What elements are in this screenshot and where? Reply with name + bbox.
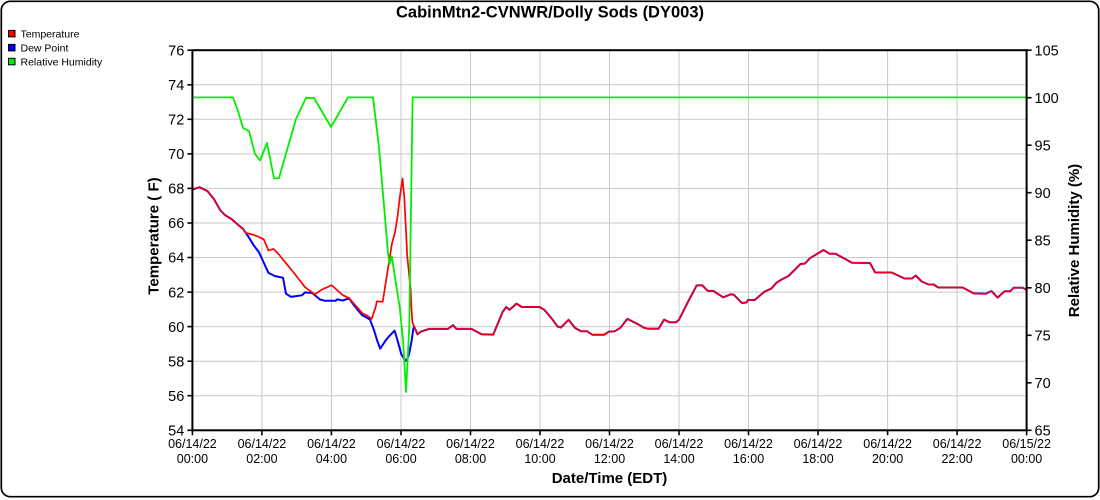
svg-text:06/14/22: 06/14/22: [933, 437, 982, 451]
svg-text:Date/Time (EDT): Date/Time (EDT): [552, 470, 668, 487]
svg-text:Dew Point: Dew Point: [21, 43, 69, 55]
svg-text:68: 68: [168, 182, 184, 198]
svg-text:06/14/22: 06/14/22: [516, 437, 565, 451]
svg-text:06/14/22: 06/14/22: [168, 437, 217, 451]
svg-text:22:00: 22:00: [941, 452, 972, 466]
svg-text:72: 72: [168, 113, 184, 129]
svg-text:54: 54: [168, 424, 184, 440]
svg-text:70: 70: [1035, 376, 1051, 392]
svg-text:80: 80: [1035, 281, 1051, 297]
svg-text:06/14/22: 06/14/22: [794, 437, 843, 451]
svg-text:06/14/22: 06/14/22: [655, 437, 704, 451]
svg-text:20:00: 20:00: [872, 452, 903, 466]
svg-text:06/14/22: 06/14/22: [585, 437, 634, 451]
svg-text:18:00: 18:00: [802, 452, 833, 466]
svg-text:58: 58: [168, 354, 184, 370]
svg-text:60: 60: [168, 320, 184, 336]
svg-text:06/14/22: 06/14/22: [307, 437, 356, 451]
svg-text:95: 95: [1035, 138, 1051, 154]
svg-text:Relative Humidity (%): Relative Humidity (%): [1066, 164, 1083, 317]
svg-text:66: 66: [168, 216, 184, 232]
svg-text:62: 62: [168, 285, 184, 301]
svg-text:06/14/22: 06/14/22: [863, 437, 912, 451]
svg-text:64: 64: [168, 251, 184, 267]
svg-text:04:00: 04:00: [316, 452, 347, 466]
svg-text:65: 65: [1035, 424, 1051, 440]
svg-text:02:00: 02:00: [246, 452, 277, 466]
svg-text:10:00: 10:00: [524, 452, 555, 466]
svg-text:56: 56: [168, 389, 184, 405]
svg-text:06/14/22: 06/14/22: [724, 437, 773, 451]
svg-text:00:00: 00:00: [1011, 452, 1042, 466]
svg-text:74: 74: [168, 78, 184, 94]
svg-text:14:00: 14:00: [663, 452, 694, 466]
svg-text:12:00: 12:00: [594, 452, 625, 466]
svg-text:08:00: 08:00: [455, 452, 486, 466]
svg-text:06/14/22: 06/14/22: [377, 437, 426, 451]
svg-text:Temperature ( F): Temperature ( F): [146, 177, 163, 294]
svg-text:75: 75: [1035, 329, 1051, 345]
svg-text:85: 85: [1035, 233, 1051, 249]
svg-text:06/14/22: 06/14/22: [238, 437, 287, 451]
svg-text:06/14/22: 06/14/22: [446, 437, 495, 451]
svg-text:06:00: 06:00: [385, 452, 416, 466]
svg-text:105: 105: [1035, 43, 1059, 59]
svg-text:00:00: 00:00: [177, 452, 208, 466]
svg-text:Relative Humidity: Relative Humidity: [21, 57, 103, 69]
svg-text:90: 90: [1035, 186, 1051, 202]
svg-text:70: 70: [168, 147, 184, 163]
svg-text:Temperature: Temperature: [21, 29, 80, 41]
svg-text:16:00: 16:00: [733, 452, 764, 466]
svg-text:CabinMtn2-CVNWR/Dolly Sods (DY: CabinMtn2-CVNWR/Dolly Sods (DY003): [396, 4, 704, 22]
svg-text:100: 100: [1035, 91, 1059, 107]
svg-text:76: 76: [168, 43, 184, 59]
svg-text:06/15/22: 06/15/22: [1002, 437, 1051, 451]
